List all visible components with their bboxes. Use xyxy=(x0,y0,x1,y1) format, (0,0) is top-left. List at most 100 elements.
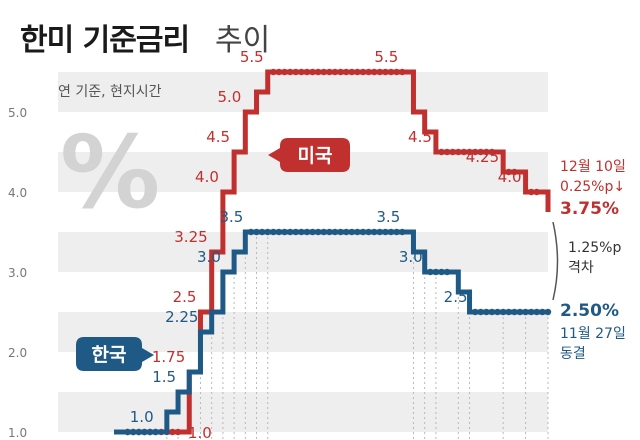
data-point xyxy=(337,228,344,236)
data-point xyxy=(303,228,311,236)
data-point xyxy=(331,228,339,236)
data-point xyxy=(393,68,400,76)
chart-title: 한미 기준금리 xyxy=(20,23,189,58)
data-point xyxy=(292,68,299,76)
data-point xyxy=(483,148,490,156)
data-point xyxy=(314,68,322,76)
data-point xyxy=(494,308,501,316)
data-point xyxy=(275,228,283,236)
y-axis-ticks: 1.0 2.0 3.0 4.0 5.0 xyxy=(8,106,27,440)
data-point xyxy=(466,148,473,156)
data-point xyxy=(483,308,490,316)
data-point xyxy=(286,68,294,76)
data-point xyxy=(124,428,131,436)
data-point xyxy=(527,308,535,316)
badge-kr: 한국 xyxy=(76,337,154,371)
data-point xyxy=(292,228,299,236)
data-point xyxy=(533,188,540,196)
data-point xyxy=(348,68,356,76)
gap-label: 격차 xyxy=(568,260,594,276)
data-point xyxy=(169,428,176,436)
data-point xyxy=(387,68,395,76)
data-point xyxy=(314,228,322,236)
us-value-label: 1.75 xyxy=(152,348,185,366)
data-point xyxy=(326,228,333,236)
percent-symbol: % xyxy=(60,114,160,231)
data-point xyxy=(303,68,311,76)
data-point xyxy=(264,228,271,236)
data-point xyxy=(488,148,496,156)
data-point xyxy=(270,68,277,76)
data-point xyxy=(449,148,456,156)
data-point xyxy=(337,68,344,76)
data-point xyxy=(298,68,305,76)
kr-status: 동결 xyxy=(560,346,586,362)
badge-us-text: 미국 xyxy=(298,145,333,167)
grid-band xyxy=(58,232,548,272)
data-point xyxy=(438,268,445,276)
data-point xyxy=(359,68,367,76)
value-labels: 1.75 2.5 3.25 4.0 4.5 5.0 5.5 5.5 4.5 4.25 4.0 1.0 1… xyxy=(130,48,522,440)
us-value-label: 3.25 xyxy=(174,228,207,246)
data-point xyxy=(376,228,384,236)
kr-date: 11월 27일 xyxy=(560,326,626,342)
kr-value-label: 3.5 xyxy=(376,208,400,226)
data-point xyxy=(477,308,484,316)
data-point xyxy=(343,68,350,76)
y-tick-label: 2.0 xyxy=(8,346,27,360)
data-point xyxy=(427,268,434,276)
data-point xyxy=(359,228,367,236)
series-kr xyxy=(114,228,552,436)
data-point xyxy=(511,168,518,176)
us-value-label: 4.5 xyxy=(206,128,230,146)
data-point xyxy=(387,228,395,236)
data-point xyxy=(522,308,529,316)
us-date: 12월 10일 xyxy=(560,159,626,175)
data-point xyxy=(539,308,546,316)
us-value-label: 4.25 xyxy=(466,148,499,166)
grid-band xyxy=(58,392,548,432)
us-value-label: 5.5 xyxy=(374,48,398,66)
note-text: 연 기준, 현지시간 xyxy=(58,84,162,100)
data-point xyxy=(253,228,260,236)
data-point xyxy=(275,68,283,76)
data-point xyxy=(286,228,294,236)
data-point xyxy=(432,268,440,276)
data-point xyxy=(527,188,535,196)
data-point xyxy=(455,148,462,156)
badge-kr-text: 한국 xyxy=(92,344,127,366)
data-point xyxy=(141,428,148,436)
kr-value-label: 2.25 xyxy=(165,308,198,326)
data-point xyxy=(399,68,406,76)
data-point xyxy=(343,228,350,236)
data-point xyxy=(298,228,305,236)
data-point xyxy=(516,308,524,316)
data-point xyxy=(281,68,288,76)
data-point xyxy=(309,228,316,236)
kr-value-label: 3.0 xyxy=(197,248,221,266)
kr-value-label: 3.5 xyxy=(219,208,243,226)
data-point xyxy=(376,68,384,76)
data-point xyxy=(371,68,378,76)
us-value-label: 5.5 xyxy=(240,48,264,66)
kr-value-label: 3.0 xyxy=(399,248,423,266)
data-point xyxy=(331,68,339,76)
data-point xyxy=(511,308,518,316)
kr-value-label: 2.5 xyxy=(444,288,468,306)
data-point xyxy=(371,228,378,236)
data-point xyxy=(382,68,389,76)
data-point xyxy=(320,228,327,236)
us-value-label: 1.0 xyxy=(188,424,212,440)
us-value-label: 5.0 xyxy=(217,88,241,106)
data-point xyxy=(365,68,372,76)
data-point xyxy=(533,308,540,316)
data-point xyxy=(438,148,445,156)
data-point xyxy=(382,228,389,236)
data-point xyxy=(152,428,159,436)
kr-final: 2.50% xyxy=(560,301,619,321)
us-value-label: 4.0 xyxy=(195,168,219,186)
us-final: 3.75% xyxy=(560,199,619,219)
data-point xyxy=(348,228,356,236)
data-point xyxy=(130,428,137,436)
